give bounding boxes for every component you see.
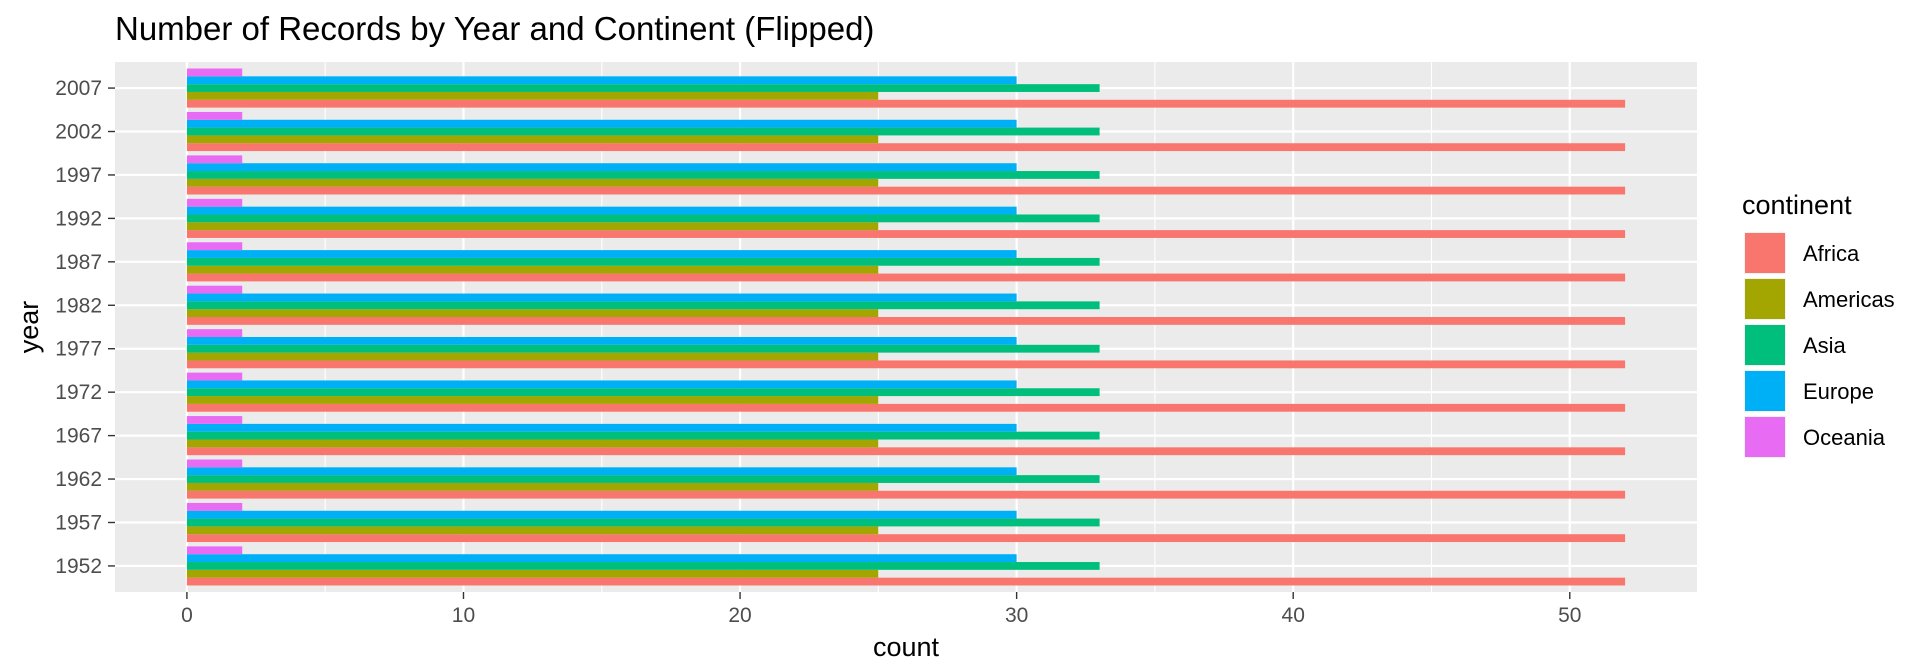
bar-oceania-1952 xyxy=(186,546,243,555)
bar-asia-1992 xyxy=(186,214,1100,223)
bar-africa-2002 xyxy=(186,143,1626,152)
y-tick-label: 1997 xyxy=(55,164,102,187)
bar-asia-2007 xyxy=(186,84,1100,92)
x-axis-title: count xyxy=(873,632,940,662)
bar-asia-2002 xyxy=(186,127,1100,136)
bar-europe-2007 xyxy=(186,76,1017,85)
bar-europe-1992 xyxy=(186,206,1017,215)
bar-oceania-1957 xyxy=(186,502,243,511)
bars-layer xyxy=(186,68,1626,586)
legend-label-americas: Americas xyxy=(1803,287,1895,312)
bar-americas-1992 xyxy=(186,222,879,231)
x-tick-label: 40 xyxy=(1282,604,1305,627)
y-tick-label: 1982 xyxy=(55,294,102,317)
bar-oceania-1962 xyxy=(186,459,243,468)
bar-asia-1997 xyxy=(186,171,1100,179)
bar-oceania-1997 xyxy=(186,155,243,164)
bar-asia-1972 xyxy=(186,388,1100,397)
bar-asia-1952 xyxy=(186,562,1100,570)
x-tick-label: 50 xyxy=(1558,604,1581,627)
bar-asia-1987 xyxy=(186,257,1100,266)
y-tick-label: 1967 xyxy=(55,425,102,448)
bar-europe-1997 xyxy=(186,163,1017,172)
y-tick-label: 1987 xyxy=(55,251,102,274)
legend-label-asia: Asia xyxy=(1803,333,1847,358)
y-tick-label: 1952 xyxy=(55,555,102,578)
bar-asia-1977 xyxy=(186,344,1100,353)
legend-swatch-europe xyxy=(1745,371,1785,411)
bar-oceania-1967 xyxy=(186,416,243,424)
y-tick-label: 2007 xyxy=(55,77,102,100)
bar-africa-1957 xyxy=(186,534,1626,543)
x-tick-label: 20 xyxy=(728,604,751,627)
y-tick-label: 1972 xyxy=(55,381,102,404)
legend-swatch-asia xyxy=(1745,325,1785,365)
bar-asia-1962 xyxy=(186,475,1100,483)
bar-oceania-1972 xyxy=(186,372,243,381)
bar-americas-1972 xyxy=(186,396,879,404)
bar-asia-1967 xyxy=(186,431,1100,440)
legend-label-europe: Europe xyxy=(1803,379,1874,404)
legend-label-oceania: Oceania xyxy=(1803,425,1886,450)
y-tick-label: 1957 xyxy=(55,511,102,534)
bar-americas-1967 xyxy=(186,439,879,448)
bar-africa-1952 xyxy=(186,577,1626,586)
bar-africa-1967 xyxy=(186,447,1626,456)
x-tick-label: 10 xyxy=(452,604,475,627)
y-tick-label: 1977 xyxy=(55,338,102,361)
bar-oceania-1992 xyxy=(186,198,243,207)
x-tick-label: 0 xyxy=(181,604,193,627)
y-axis-title: year xyxy=(14,301,44,354)
bar-europe-1982 xyxy=(186,293,1017,302)
bar-oceania-1987 xyxy=(186,242,243,251)
bar-oceania-2002 xyxy=(186,111,243,120)
bar-oceania-2007 xyxy=(186,68,243,77)
bar-africa-2007 xyxy=(186,99,1626,108)
bar-europe-1967 xyxy=(186,423,1017,432)
bar-oceania-1977 xyxy=(186,329,243,337)
y-tick-label: 1992 xyxy=(55,207,102,230)
bar-americas-1952 xyxy=(186,569,879,578)
bar-africa-1982 xyxy=(186,317,1626,325)
bar-americas-1987 xyxy=(186,265,879,274)
bar-americas-1977 xyxy=(186,352,879,361)
x-tick-label: 30 xyxy=(1005,604,1028,627)
legend: continent Africa Americas Asia Europe Oceani… xyxy=(1742,190,1895,458)
y-tick-label: 1962 xyxy=(55,468,102,491)
bar-americas-1982 xyxy=(186,309,879,318)
bar-europe-1957 xyxy=(186,510,1017,519)
bar-americas-2007 xyxy=(186,91,879,100)
bar-europe-2002 xyxy=(186,119,1017,128)
axes-layer: 0 10 20 30 40 50 1952 1957 1962 1967 1972 1977 1982 1… xyxy=(55,77,1581,627)
legend-swatch-oceania xyxy=(1745,417,1785,457)
bar-europe-1972 xyxy=(186,380,1017,389)
chart-title: Number of Records by Year and Continent … xyxy=(115,10,874,47)
bar-africa-1987 xyxy=(186,273,1626,282)
bar-africa-1962 xyxy=(186,490,1626,499)
legend-title: continent xyxy=(1742,190,1852,220)
bar-africa-1997 xyxy=(186,186,1626,195)
bar-oceania-1982 xyxy=(186,285,243,294)
bar-africa-1992 xyxy=(186,230,1626,238)
bar-americas-1997 xyxy=(186,178,879,187)
bar-asia-1957 xyxy=(186,518,1100,527)
bar-americas-1957 xyxy=(186,526,879,535)
bar-africa-1972 xyxy=(186,403,1626,412)
y-tick-label: 2002 xyxy=(55,121,102,144)
bar-americas-2002 xyxy=(186,135,879,144)
bar-europe-1977 xyxy=(186,336,1017,345)
bar-africa-1977 xyxy=(186,360,1626,369)
legend-swatch-americas xyxy=(1745,279,1785,319)
bar-americas-1962 xyxy=(186,482,879,491)
bar-europe-1962 xyxy=(186,467,1017,476)
bar-europe-1987 xyxy=(186,250,1017,258)
bar-asia-1982 xyxy=(186,301,1100,310)
legend-label-africa: Africa xyxy=(1803,241,1860,266)
bar-europe-1952 xyxy=(186,554,1017,563)
legend-swatch-africa xyxy=(1745,233,1785,273)
